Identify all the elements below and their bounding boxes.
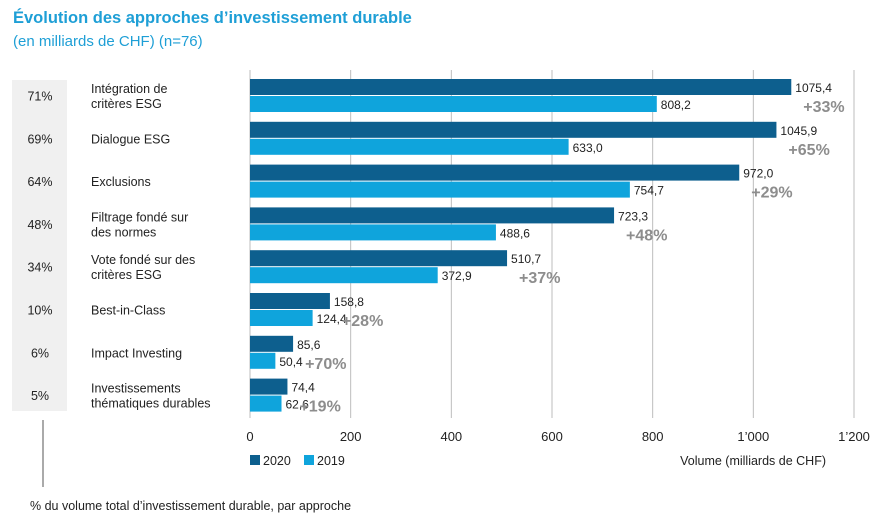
data-label-2020: 723,3 — [618, 209, 648, 223]
legend-label-2019: 2019 — [317, 454, 345, 468]
data-label-2020: 85,6 — [297, 338, 321, 352]
category-label: critères ESG — [91, 97, 162, 111]
x-tick-label: 1’200 — [838, 429, 870, 444]
bar-2019 — [250, 224, 496, 241]
bar-2020 — [250, 207, 615, 224]
growth-label: +28% — [342, 313, 383, 330]
category-label: Best-in-Class — [91, 304, 165, 318]
bar-2019 — [250, 181, 630, 198]
bar-2019 — [250, 138, 569, 155]
data-label-2019: 633,0 — [573, 141, 603, 155]
chart-title: Évolution des approches d’investissement… — [13, 9, 412, 27]
category-label: Investissements — [91, 382, 181, 396]
data-label-2019: 808,2 — [661, 98, 691, 112]
share-label: 48% — [27, 218, 52, 232]
category-label: des normes — [91, 225, 156, 239]
category-label: Filtrage fondé sur — [91, 210, 188, 224]
data-label-2019: 124,4 — [317, 312, 347, 326]
category-label: critères ESG — [91, 268, 162, 282]
share-label: 69% — [27, 132, 52, 146]
data-label-2020: 74,4 — [291, 381, 315, 395]
data-label-2020: 972,0 — [743, 167, 773, 181]
x-tick-label: 200 — [340, 429, 362, 444]
legend-swatch-2020 — [250, 455, 260, 465]
category-label: Dialogue ESG — [91, 132, 170, 146]
x-tick-label: 600 — [541, 429, 563, 444]
bar-2020 — [250, 293, 330, 309]
category-label: Impact Investing — [91, 346, 182, 360]
bar-2020 — [250, 378, 288, 395]
data-label-2019: 62,6 — [286, 398, 310, 412]
bar-2019 — [250, 96, 657, 112]
data-label-2019: 372,9 — [442, 269, 472, 283]
data-label-2019: 754,7 — [634, 184, 664, 198]
bar-2020 — [250, 335, 294, 352]
bar-2020 — [250, 250, 508, 267]
category-label: thématiques durables — [91, 397, 211, 411]
bar-2019 — [250, 352, 276, 369]
data-label-2020: 1075,4 — [795, 81, 832, 95]
share-label: 34% — [27, 261, 52, 275]
bar-2020 — [250, 121, 777, 138]
category-label: Intégration de — [91, 82, 167, 96]
legend-label-2020: 2020 — [263, 454, 291, 468]
share-label: 64% — [27, 175, 52, 189]
x-axis-label: Volume (milliards de CHF) — [680, 454, 826, 468]
chart-subtitle: (en milliards de CHF) (n=76) — [13, 33, 203, 50]
data-label-2019: 50,4 — [279, 355, 303, 369]
footnote: % du volume total d’investissement durab… — [30, 499, 352, 513]
x-tick-label: 800 — [642, 429, 664, 444]
data-label-2020: 1045,9 — [780, 124, 817, 138]
x-tick-label: 0 — [246, 429, 253, 444]
share-label: 6% — [31, 346, 49, 360]
data-label-2019: 488,6 — [500, 226, 530, 240]
data-label-2020: 510,7 — [511, 252, 541, 266]
category-label: Exclusions — [91, 175, 151, 189]
share-column-background — [12, 80, 67, 411]
share-label: 10% — [27, 304, 52, 318]
category-label: Vote fondé sur des — [91, 253, 195, 267]
growth-label: +70% — [305, 356, 346, 373]
bar-2020 — [250, 164, 740, 181]
growth-label: +48% — [626, 227, 667, 244]
share-label: 71% — [27, 90, 52, 104]
bar-2020 — [250, 79, 792, 95]
growth-label: +33% — [803, 99, 844, 116]
x-tick-label: 400 — [440, 429, 462, 444]
growth-label: +19% — [299, 399, 340, 416]
growth-label: +29% — [751, 185, 792, 202]
legend-swatch-2019 — [304, 455, 314, 465]
bar-2019 — [250, 395, 282, 412]
share-label: 5% — [31, 389, 49, 403]
data-label-2020: 158,8 — [334, 295, 364, 309]
bar-2019 — [250, 267, 438, 284]
growth-label: +37% — [519, 270, 560, 287]
growth-label: +65% — [788, 142, 829, 159]
x-tick-label: 1’000 — [737, 429, 769, 444]
bar-2019 — [250, 310, 313, 326]
